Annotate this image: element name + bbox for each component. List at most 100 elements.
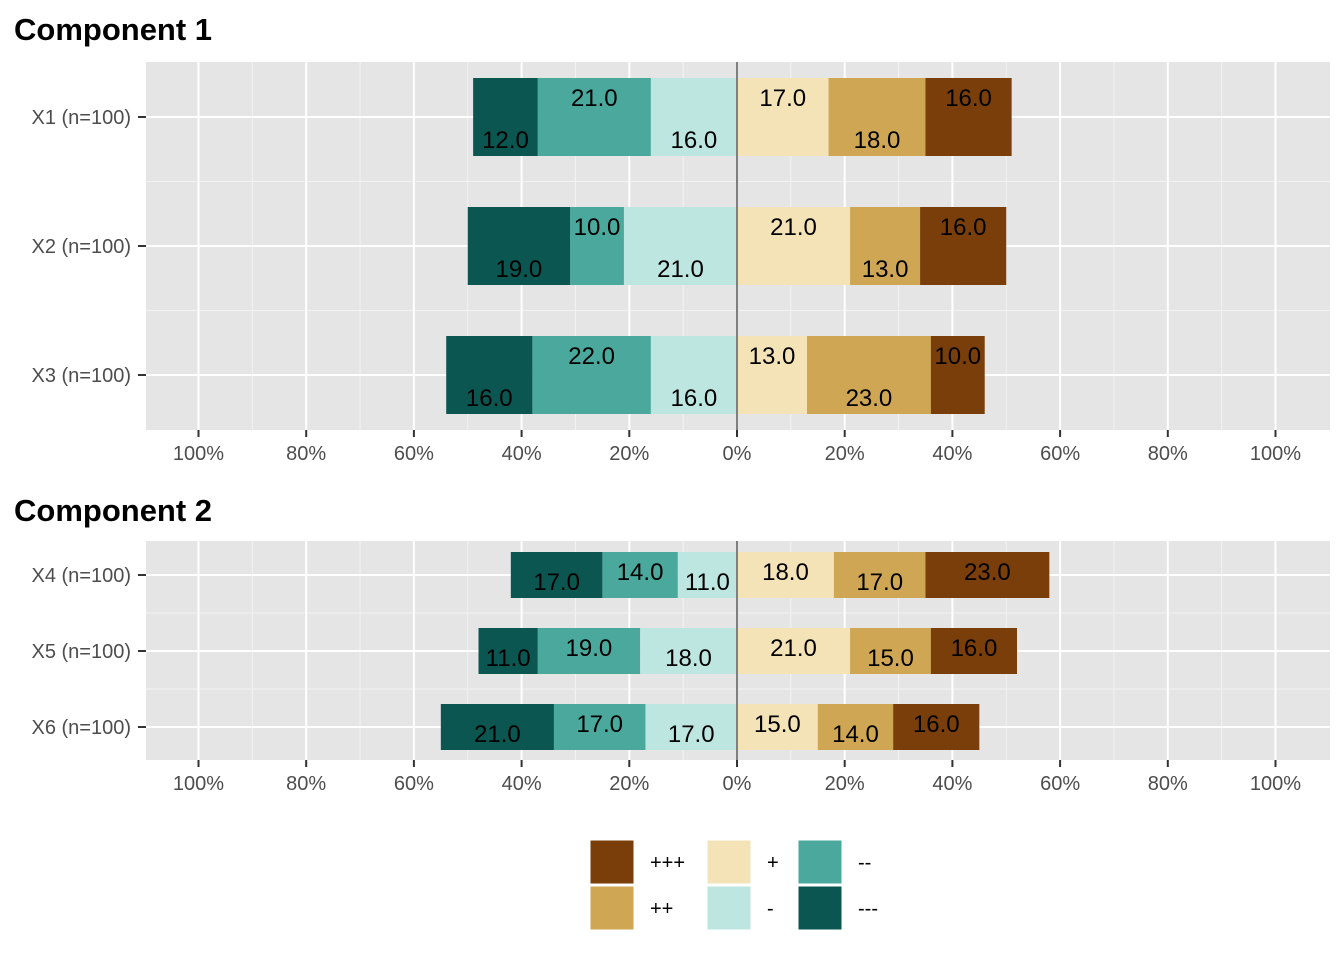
x-tick-label: 80%: [1148, 773, 1188, 795]
bar-segment: [737, 704, 818, 750]
bar-segment: [920, 207, 1007, 285]
data-label: 16.0: [671, 385, 718, 412]
bar-segment: [833, 552, 926, 598]
x-tick-label: 80%: [1148, 443, 1188, 465]
x-tick-label: 20%: [609, 773, 649, 795]
bar-segment: [817, 704, 894, 750]
data-label: 23.0: [964, 559, 1011, 586]
y-tick-label: X1 (n=100): [31, 107, 131, 129]
x-axis: 100% 80% 60% 40% 20% 0% 20% 40% 60% 80% 100%: [173, 760, 1301, 795]
data-label: 16.0: [940, 214, 987, 241]
x-tick-label: 0%: [723, 773, 752, 795]
data-label: 17.0: [668, 721, 715, 748]
data-label: 22.0: [568, 343, 615, 370]
legend-swatch: [706, 885, 752, 931]
bar-segment: [510, 552, 603, 598]
x-tick-label: 20%: [825, 443, 865, 465]
legend-label: --: [858, 852, 871, 874]
data-label: 21.0: [770, 635, 817, 662]
bar-segment: [737, 552, 834, 598]
panel-1-title: Component 1: [14, 12, 212, 47]
data-label: 13.0: [862, 256, 909, 283]
panel-2-title: Component 2: [14, 493, 212, 528]
data-label: 14.0: [617, 559, 664, 586]
data-label: 18.0: [854, 127, 901, 154]
data-label: 19.0: [496, 256, 543, 283]
bar-segment: [623, 207, 737, 285]
legend-swatch: [589, 885, 635, 931]
y-tick-label: X2 (n=100): [31, 236, 131, 258]
y-axis: X4 (n=100) X5 (n=100) X6 (n=100): [31, 565, 146, 739]
legend-label: ++: [650, 898, 673, 920]
x-tick-label: 80%: [286, 443, 326, 465]
data-label: 17.0: [856, 569, 903, 596]
bar-segment: [570, 207, 624, 285]
x-tick-label: 60%: [1040, 443, 1080, 465]
bar-segment: [737, 336, 808, 414]
bar-segment: [467, 207, 571, 285]
data-label: 11.0: [685, 569, 730, 596]
bar-segment: [532, 336, 651, 414]
bar-segment: [478, 628, 538, 674]
bar-segment: [850, 628, 931, 674]
data-label: 15.0: [754, 711, 801, 738]
data-labels: 11.0 14.0 17.0 18.0 17.0 23.0 18.0 19.0 11.0 21.0…: [474, 559, 1011, 748]
bar-segment: [473, 78, 538, 156]
y-tick-label: X5 (n=100): [31, 641, 131, 663]
legend-key: -: [706, 885, 774, 931]
data-label: 16.0: [913, 711, 960, 738]
x-tick-label: 60%: [394, 773, 434, 795]
legend-label: +: [767, 852, 779, 874]
bar-segment: [807, 336, 931, 414]
bars: [440, 552, 1050, 750]
legend-swatch: [706, 839, 752, 885]
legend-label: +++: [650, 852, 685, 874]
bar-segment: [677, 552, 737, 598]
legend-key: +++: [589, 839, 685, 885]
bar-segment: [537, 78, 651, 156]
y-tick-label: X4 (n=100): [31, 565, 131, 587]
x-tick-label: 100%: [173, 443, 224, 465]
x-tick-label: 100%: [1250, 773, 1301, 795]
x-axis: 100% 80% 60% 40% 20% 0% 20% 40% 60% 80% 100%: [173, 430, 1301, 465]
legend-key: +: [706, 839, 779, 885]
bar-segment: [893, 704, 980, 750]
data-label: 18.0: [665, 645, 712, 672]
bars: [446, 78, 1012, 414]
data-label: 19.0: [566, 635, 613, 662]
bar-segment: [640, 628, 737, 674]
data-label: 13.0: [749, 343, 796, 370]
y-tick-label: X3 (n=100): [31, 365, 131, 387]
panel-2: 11.0 14.0 17.0 18.0 17.0 23.0 18.0 19.0 11.0 21.0…: [31, 541, 1330, 795]
x-tick-label: 60%: [394, 443, 434, 465]
bar-segment: [737, 207, 851, 285]
data-label: 16.0: [945, 85, 992, 112]
x-tick-label: 40%: [932, 773, 972, 795]
legend-swatch: [797, 839, 843, 885]
y-axis: X1 (n=100) X2 (n=100) X3 (n=100): [31, 107, 146, 387]
bar-segment: [737, 628, 851, 674]
data-label: 17.0: [533, 569, 580, 596]
data-label: 14.0: [832, 721, 879, 748]
x-tick-label: 0%: [723, 443, 752, 465]
data-label: 12.0: [482, 127, 529, 154]
legend-key: --: [797, 839, 871, 885]
legend-swatch: [589, 839, 635, 885]
bar-segment: [553, 704, 646, 750]
bar-segment: [930, 628, 1018, 674]
bar-segment: [925, 78, 1012, 156]
bar-segment: [645, 704, 737, 750]
data-label: 16.0: [951, 635, 998, 662]
data-label: 11.0: [486, 645, 531, 672]
legend-key: ---: [797, 885, 878, 931]
legend: ++++++------: [589, 839, 878, 931]
x-tick-label: 20%: [825, 773, 865, 795]
data-label: 21.0: [571, 85, 618, 112]
data-label: 15.0: [867, 645, 914, 672]
x-tick-label: 40%: [932, 443, 972, 465]
data-label: 18.0: [762, 559, 809, 586]
legend-label: ---: [858, 898, 878, 920]
bar-segment: [650, 78, 737, 156]
bar-segment: [925, 552, 1050, 598]
